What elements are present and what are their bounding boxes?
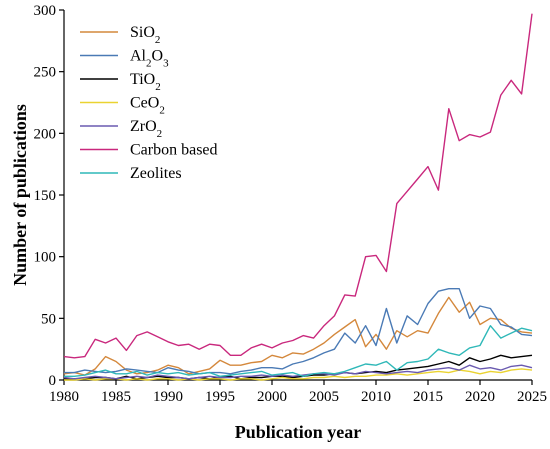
y-tick-label: 200 [34,126,57,142]
axes: 1980 1985 1990 1995 2000 2005 2010 2015 2020 2025… [34,3,548,405]
y-tick-label: 0 [49,373,57,389]
legend-entry-zeolites: Zeolites [130,165,182,182]
x-tick-label: 1990 [153,389,183,405]
y-tick-label: 300 [34,3,57,19]
series-line-zeolites [64,325,533,377]
series-line-alo3 [64,288,533,375]
x-tick-label: 2020 [465,389,495,405]
y-tick-label: 100 [34,250,57,266]
y-axis-title: Number of publications [10,104,30,286]
y-tick-label: 250 [34,65,57,81]
legend-entry-carbon-based: Carbon based [130,142,218,159]
x-tick-label: 2005 [309,389,339,405]
series-line-carbon-based [63,13,533,359]
x-axis-title: Publication year [235,422,362,442]
series-line-ceo2 [64,368,533,381]
y-ticks: 0 50 100 150 200 250 300 [34,3,64,389]
x-tick-label: 1985 [101,389,131,405]
x-tick-label: 2025 [517,389,547,405]
x-tick-label: 1980 [49,389,79,405]
legend-entry-tio2: TiO2 [130,71,161,93]
legend-entry-ceo2: CeO2 [130,95,165,117]
legend-entry-alo3: Al2O3 [130,48,169,70]
series-line-zro2 [63,364,533,380]
x-ticks: 1980 1985 1990 1995 2000 2005 2010 2015 2020 2025 [49,380,547,405]
series-line-tio2 [64,354,533,380]
x-tick-label: 2015 [413,389,443,405]
y-tick-label: 150 [34,188,57,204]
series-lines [63,13,533,381]
legend-entry-zro2: ZrO2 [130,118,162,140]
x-tick-label: 2010 [361,389,391,405]
x-tick-label: 1995 [205,389,235,405]
x-tick-label: 2000 [257,389,287,405]
y-tick-label: 50 [41,311,56,327]
legend-entry-sio2: SiO2 [130,24,160,46]
